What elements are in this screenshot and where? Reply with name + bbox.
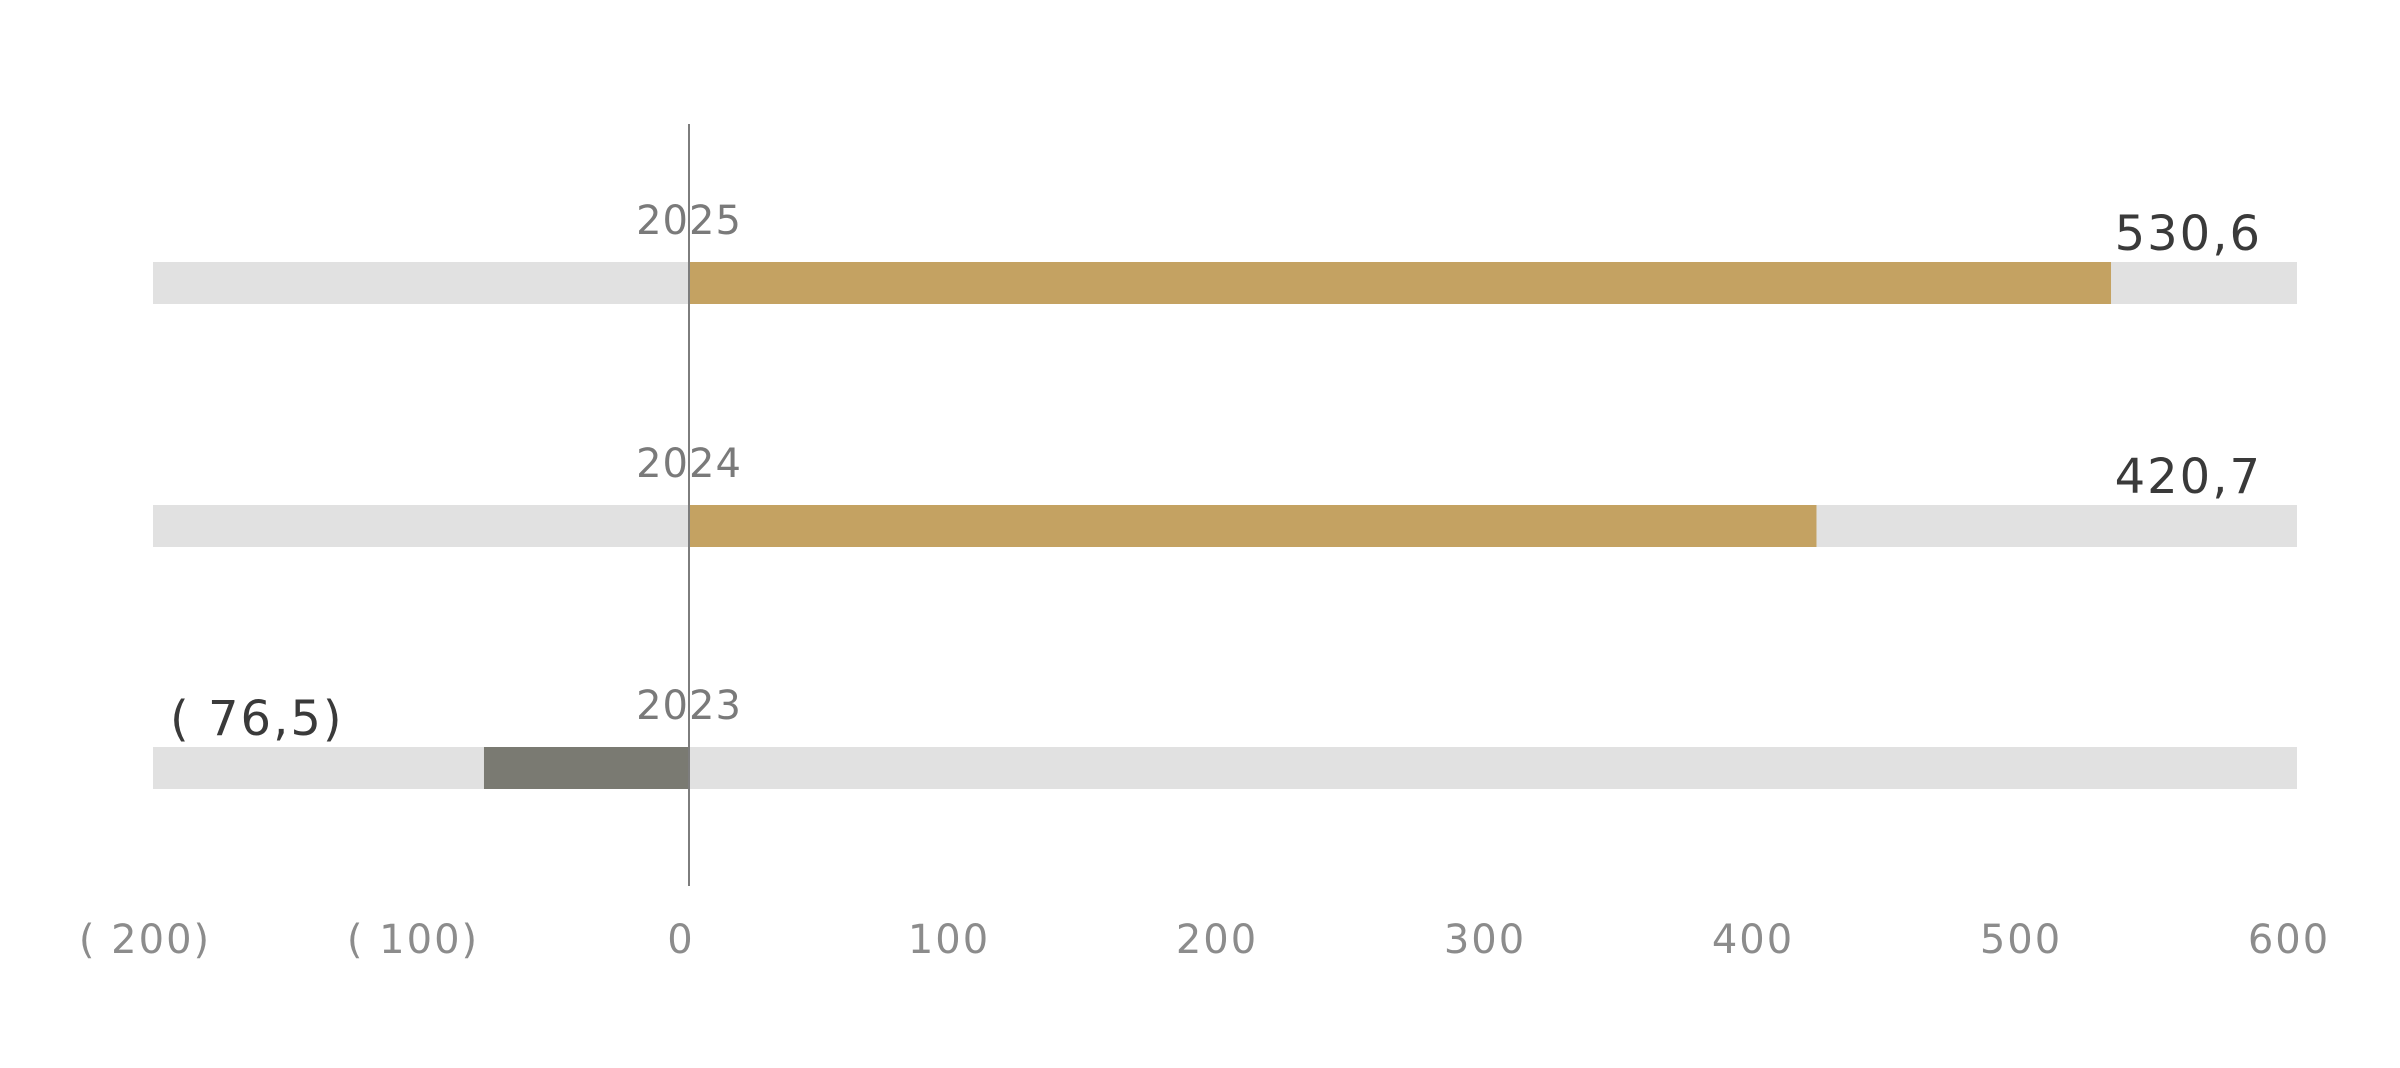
category-label-2023: 2023 — [636, 683, 742, 729]
value-labels: 530,6 420,7 ( 76,5) — [170, 206, 2262, 747]
x-tick-label: 400 — [1712, 917, 1794, 963]
bars — [483, 262, 2112, 789]
x-tick-label: 600 — [2248, 917, 2330, 963]
bar-track-2023 — [153, 747, 2297, 789]
category-labels: 2025 2024 2023 — [636, 198, 742, 729]
x-tick-label: ( 100) — [347, 917, 479, 963]
x-axis-tick-labels: ( 200) ( 100) 0 100 200 300 400 500 600 — [79, 917, 2330, 963]
category-label-2025: 2025 — [636, 198, 742, 244]
value-label-2025: 530,6 — [2115, 206, 2262, 262]
x-tick-label: 100 — [908, 917, 990, 963]
x-tick-label: 200 — [1176, 917, 1258, 963]
x-tick-label: 300 — [1444, 917, 1526, 963]
bar-2024 — [689, 505, 1817, 547]
x-tick-label: 0 — [667, 917, 694, 963]
category-label-2024: 2024 — [636, 441, 742, 487]
bar-2023 — [483, 747, 689, 789]
value-label-2023: ( 76,5) — [170, 691, 344, 747]
bar-2025 — [689, 262, 2112, 304]
x-tick-label: 500 — [1980, 917, 2062, 963]
value-label-2024: 420,7 — [2115, 449, 2262, 505]
x-tick-label: ( 200) — [79, 917, 211, 963]
